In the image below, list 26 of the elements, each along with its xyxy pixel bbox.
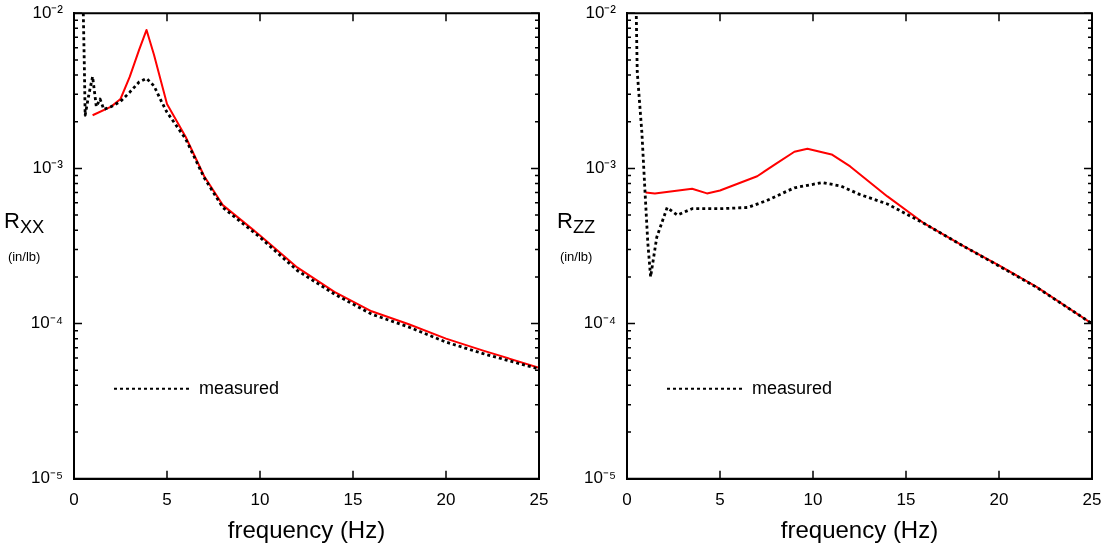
x-axis-title: frequency (Hz)	[227, 516, 386, 544]
legend-label: measured	[752, 377, 833, 398]
y-tick-label: 10⁻⁵	[584, 468, 616, 488]
x-tick-label: 10	[250, 489, 270, 509]
x-axis-title: frequency (Hz)	[780, 516, 939, 544]
x-tick-label: 15	[896, 489, 916, 509]
y-tick-label: 10⁻⁴	[583, 313, 616, 333]
x-tick-label: 20	[436, 489, 456, 509]
y-tick-label: 10⁻³	[585, 158, 617, 178]
x-tick-label: 10	[803, 489, 823, 509]
x-tick-label: 0	[69, 489, 79, 509]
y-axis-title: R$_{XX}$ (in/lb)	[4, 207, 45, 267]
x-tick-label: 25	[529, 489, 549, 509]
y-tick-label: 10⁻⁴	[30, 313, 63, 333]
y-tick-label: 10⁻²	[32, 2, 64, 22]
x-tick-label: 0	[622, 489, 632, 509]
x-tick-label: 15	[343, 489, 363, 509]
x-tick-label: 5	[715, 489, 725, 509]
y-tick-label: 10⁻⁵	[31, 468, 63, 488]
x-tick-label: 25	[1082, 489, 1102, 509]
y-tick-label: 10⁻²	[585, 2, 617, 22]
x-tick-label: 20	[989, 489, 1009, 509]
y-tick-label: 10⁻³	[32, 158, 64, 178]
x-tick-label: 5	[162, 489, 172, 509]
legend-label: measured	[199, 377, 280, 398]
y-axis-title: R$_{ZZ}$ (in/lb)	[557, 207, 596, 267]
